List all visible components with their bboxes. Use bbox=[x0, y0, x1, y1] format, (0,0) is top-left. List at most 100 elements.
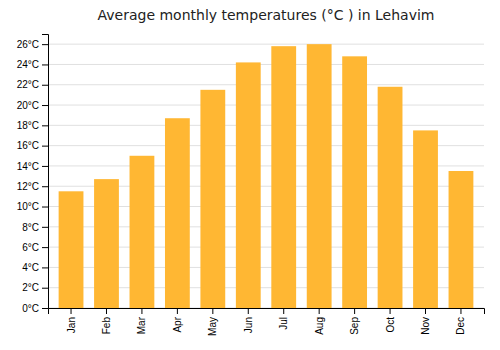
tick: 4°C bbox=[22, 262, 48, 273]
tick-mark bbox=[42, 146, 48, 147]
tick: 6°C bbox=[22, 242, 48, 253]
bar bbox=[449, 171, 474, 308]
tick-mark bbox=[42, 207, 48, 208]
tick: 2°C bbox=[22, 282, 48, 293]
tick: 26°C bbox=[17, 39, 48, 50]
tick-mark bbox=[425, 308, 426, 314]
bar bbox=[165, 118, 190, 308]
tick-mark bbox=[42, 125, 48, 126]
tick: 20°C bbox=[17, 100, 48, 111]
bar bbox=[130, 156, 155, 308]
tick-label: 26°C bbox=[17, 39, 39, 50]
tick-label: Oct bbox=[385, 317, 396, 333]
tick: Aug bbox=[314, 308, 325, 335]
chart-svg: 0°C 2°C 4°C 6°C 8°C 10°C 12°C 14°C 16°C 18°C 20°C 2… bbox=[0, 0, 500, 350]
tick-label: 4°C bbox=[22, 262, 39, 273]
tick-mark bbox=[42, 105, 48, 106]
tick: 10°C bbox=[17, 201, 48, 212]
tick-mark bbox=[71, 308, 72, 314]
tick-mark bbox=[354, 308, 355, 314]
tick: 0°C bbox=[22, 303, 48, 314]
tick: May bbox=[207, 308, 218, 336]
tick-label: Mar bbox=[136, 316, 147, 334]
tick: Jul bbox=[278, 308, 289, 330]
bar bbox=[200, 90, 225, 308]
tick: Apr bbox=[172, 308, 183, 333]
tick: 8°C bbox=[22, 222, 48, 233]
bar bbox=[271, 46, 296, 308]
tick-mark bbox=[42, 227, 48, 228]
tick-mark bbox=[42, 44, 48, 45]
bar bbox=[307, 44, 332, 308]
grid-line bbox=[48, 105, 484, 106]
tick: 16°C bbox=[17, 140, 48, 151]
tick-mark bbox=[42, 166, 48, 167]
tick-label: 8°C bbox=[22, 222, 39, 233]
tick-mark bbox=[42, 64, 48, 65]
title: Average monthly temperatures (°C ) in Le… bbox=[98, 7, 435, 23]
tick-label: 22°C bbox=[17, 79, 39, 90]
tick-label: Dec bbox=[455, 317, 466, 335]
tick-mark bbox=[177, 308, 178, 314]
bar bbox=[413, 130, 438, 308]
tick: Jun bbox=[243, 308, 254, 333]
tick: Oct bbox=[385, 308, 396, 333]
tick-mark bbox=[42, 267, 48, 268]
grid bbox=[48, 44, 484, 308]
tick-label: 12°C bbox=[17, 181, 39, 192]
tick: Mar bbox=[136, 308, 147, 334]
tick-mark bbox=[390, 308, 391, 314]
tick-mark bbox=[42, 85, 48, 86]
tick-label: 10°C bbox=[17, 201, 39, 212]
tick-mark bbox=[106, 308, 107, 314]
bar bbox=[59, 191, 84, 308]
tick-mark bbox=[42, 308, 48, 309]
grid-line bbox=[48, 64, 484, 65]
tick: Sep bbox=[349, 308, 360, 335]
axis-line bbox=[42, 35, 49, 309]
grid-line bbox=[48, 125, 484, 126]
tick-mark bbox=[319, 308, 320, 314]
tick: Jan bbox=[66, 308, 77, 333]
tick-label: Jul bbox=[278, 317, 289, 330]
tick-mark bbox=[212, 308, 213, 314]
tick-label: 14°C bbox=[17, 161, 39, 172]
bar bbox=[378, 87, 403, 308]
tick-label: 24°C bbox=[17, 59, 39, 70]
tick-mark bbox=[141, 308, 142, 314]
tick-mark bbox=[42, 247, 48, 248]
axis-line bbox=[49, 309, 485, 315]
tick-label: 2°C bbox=[22, 282, 39, 293]
tick-label: Nov bbox=[420, 317, 431, 335]
tick-label: 0°C bbox=[22, 303, 39, 314]
bar bbox=[342, 56, 367, 308]
tick-label: 20°C bbox=[17, 100, 39, 111]
tick-mark bbox=[248, 308, 249, 314]
tick-mark bbox=[42, 186, 48, 187]
tick-label: Apr bbox=[172, 316, 183, 332]
plot-area: 0°C 2°C 4°C 6°C 8°C 10°C 12°C 14°C 16°C 18°C 20°C 2… bbox=[17, 35, 485, 336]
tick: 12°C bbox=[17, 181, 48, 192]
y-axis: 0°C 2°C 4°C 6°C 8°C 10°C 12°C 14°C 16°C 18°C 20°C 2… bbox=[17, 35, 49, 314]
x-axis: Jan Feb Mar Apr May Jun Jul Aug Sep Oct Nov Dec bbox=[49, 308, 485, 336]
tick: 22°C bbox=[17, 79, 48, 90]
tick: Dec bbox=[455, 308, 466, 335]
tick-label: May bbox=[207, 317, 218, 336]
tick: Nov bbox=[420, 308, 431, 335]
bar bbox=[94, 179, 119, 308]
tick-label: 16°C bbox=[17, 140, 39, 151]
tick-label: Sep bbox=[349, 317, 360, 335]
tick-label: Jun bbox=[243, 317, 254, 333]
grid-line bbox=[48, 44, 484, 45]
tick-mark bbox=[283, 308, 284, 314]
tick-mark bbox=[460, 308, 461, 314]
bars bbox=[59, 44, 474, 308]
tick: 24°C bbox=[17, 59, 48, 70]
tick: 14°C bbox=[17, 161, 48, 172]
tick-label: Jan bbox=[66, 317, 77, 333]
tick-label: 18°C bbox=[17, 120, 39, 131]
tick: Feb bbox=[101, 308, 112, 334]
tick-label: 6°C bbox=[22, 242, 39, 253]
tick: 18°C bbox=[17, 120, 48, 131]
tick-mark bbox=[42, 288, 48, 289]
